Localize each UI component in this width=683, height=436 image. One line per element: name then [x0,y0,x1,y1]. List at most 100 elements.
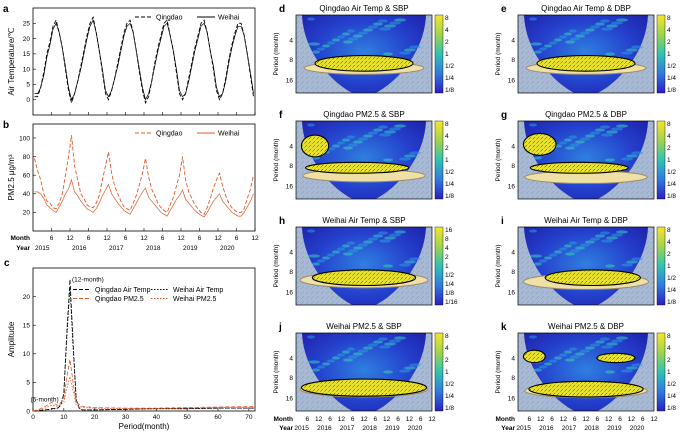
x-tick-label: 60 [214,414,222,421]
plot-frame [517,332,655,412]
coherence-patch [368,25,378,29]
coherence-patch [342,32,350,36]
wavelet-panel-d: Qingdao Air Temp & SBP d Period (month) 4 8 1… [273,4,454,94]
y-tick-label: 40 [23,191,31,198]
coherence-patch [379,133,391,137]
coherence-patch [332,144,340,148]
coherence-patch [348,249,358,253]
coherence-patch [404,260,416,264]
colorbar-tick-label: 4 [667,345,671,352]
phase-arrows [528,381,644,397]
year-label: 2019 [385,425,400,432]
month-tick-label: 6 [124,235,128,242]
coherence-patch [600,19,610,23]
colorbar-tick-label: 8 [667,227,671,234]
coherence-patch [631,151,643,155]
y-axis-label: Period (month) [273,351,280,394]
year-label: 2016 [539,425,554,432]
coherence-patch [404,48,416,52]
y-tick-label: 15 [23,51,31,58]
year-row-label: Year [501,425,515,432]
colorbar [434,120,444,200]
y-tick-label: 10 [23,351,31,358]
y-axis-label: Period (month) [495,139,502,182]
coherence-patch [611,127,623,131]
coherence-patch [373,340,383,344]
colorbar-tick-label: 1/2 [667,63,676,70]
colorbar-tick-label: 8 [667,333,671,340]
coherence-patch [368,237,378,241]
wavelet-panel-i: Weihai Air Temp & DBP i Period (month) 4 8 16… [495,216,676,306]
x-tick-label: 70 [245,414,253,421]
coherence-patch [575,140,585,144]
coherence-patch [363,346,373,350]
month-tick-label: 6 [328,416,332,423]
coherence-patch [353,140,363,144]
coherence-patch [383,264,393,268]
x-tick-label: 50 [184,414,192,421]
year-label: 2016 [72,245,87,252]
plot-frame [32,123,256,232]
colorbar-tick-label: 1 [445,157,449,164]
y-tick-label: 16 [286,396,294,403]
plot-frame [295,332,433,412]
y-axis-label: PM2.5 μg/m³ [7,154,16,200]
coherence-patch [575,352,585,356]
coherence-patch [606,24,618,28]
colorbar-tick-label: 8 [445,333,449,340]
coherence-patch [399,51,411,55]
y-tick-label: 4 [511,38,515,45]
coherence-patch [590,25,600,29]
month-tick-label: 6 [396,416,400,423]
coherence-patch [606,236,618,240]
x-tick-label: 10 [60,414,68,421]
month-tick-label: 6 [596,416,600,423]
coherence-patch [379,345,391,349]
month-tick-label: 6 [306,416,310,423]
y-tick-label: 60 [23,172,31,179]
colorbar-tick-label: 16 [445,227,453,234]
year-label: 2020 [220,245,235,252]
panel-letter: e [501,4,507,15]
legend-label: Weihai [218,131,240,138]
panel-title: Weihai Air Temp & DBP [544,216,628,225]
panel-letter: d [279,4,285,15]
y-tick-label: 80 [23,154,31,161]
coherence-patch [378,231,388,235]
coherence-patch [399,157,411,161]
coherence-patch [554,38,562,42]
coherence-patch [595,22,605,26]
coherence-patch [342,138,350,142]
month-tick-label: 6 [374,416,378,423]
coherence-patch [383,370,393,374]
plot-frame [295,120,433,200]
phase-arrows [312,269,416,286]
coherence-patch [549,253,557,257]
coherence-patch [565,358,575,362]
legend-label: Qingdao PM2.5 [95,296,144,303]
year-label: 2019 [183,245,198,252]
panel-letter: h [279,216,285,227]
colorbar-tick-label: 1/4 [667,75,676,82]
coherence-patch [342,350,350,354]
coherence-patch [529,123,537,127]
coherence-patch [358,243,368,247]
y-tick-label: 8 [511,269,515,276]
coherence-patch [337,35,345,39]
coherence-patch [590,237,600,241]
coherence-patch [348,37,358,41]
coherence-patch [353,246,363,250]
colorbar-tick-label: 1/8 [445,290,454,297]
coherence-patch [585,346,595,350]
coherence-patch [626,154,638,158]
y-tick-label: 8 [289,163,293,170]
annotation-6-month: (6-month) [31,396,59,403]
coherence-patch [626,366,638,370]
x-axis-label: Period(month) [119,422,170,431]
coherence-patch [307,17,315,21]
coherence-patch [544,256,552,260]
colorbar [656,332,666,412]
plot-frame [295,14,433,94]
